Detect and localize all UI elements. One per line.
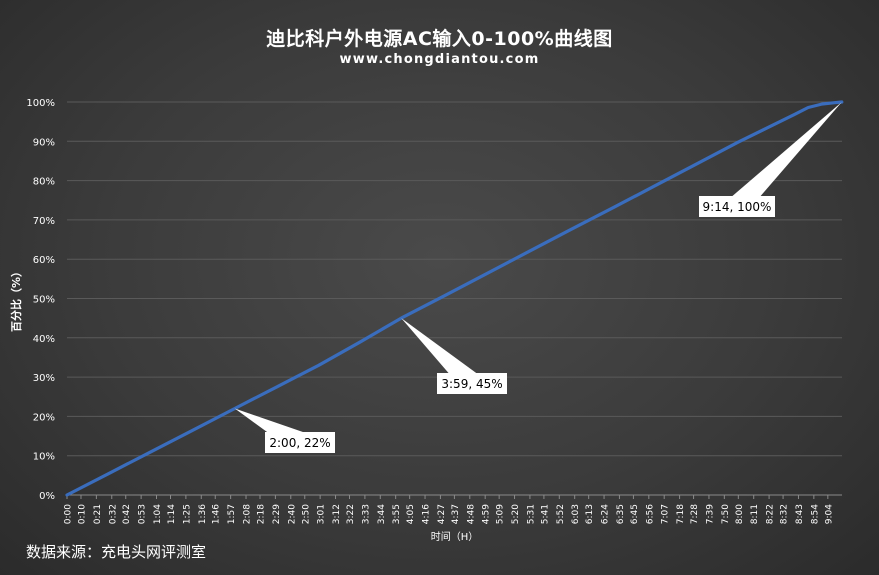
data-point: [695, 162, 698, 166]
annotation-box: [437, 373, 507, 394]
annotation-label: 9:14, 100%: [703, 200, 772, 214]
data-point: [233, 407, 237, 410]
x-tick-label: 6:24: [601, 504, 611, 524]
y-tick-label: 90%: [33, 137, 55, 148]
x-tick-label: 4:59: [482, 504, 492, 524]
x-tick-label: 8:54: [810, 504, 820, 524]
x-tick-label: 0:32: [108, 504, 118, 524]
x-tick-label: 3:22: [346, 504, 356, 524]
x-tick-label: 0:00: [64, 504, 74, 524]
x-tick-label: 4:37: [451, 504, 461, 524]
x-tick-label: 1:14: [167, 504, 177, 524]
data-point: [765, 127, 768, 130]
y-tick-label: 70%: [33, 216, 55, 227]
data-source: 数据来源：充电头网评测室: [26, 543, 207, 561]
x-tick-label: 2:50: [301, 504, 311, 524]
x-tick-label: 6:03: [571, 504, 581, 524]
data-point: [807, 106, 810, 109]
annotation-label: 3:59, 45%: [441, 377, 502, 391]
x-tick-label: 7:50: [721, 504, 731, 524]
data-point: [832, 101, 835, 104]
chart-title: 迪比科户外电源AC输入0-100%曲线图: [266, 28, 613, 50]
y-tick-label: 10%: [33, 452, 55, 463]
x-tick-label: 1:25: [182, 504, 192, 524]
x-tick-label: 1:36: [198, 504, 208, 524]
data-point: [107, 472, 111, 475]
x-tick-label: 6:45: [630, 504, 640, 524]
data-point: [359, 340, 362, 343]
x-tick-label: 2:40: [287, 504, 297, 524]
x-tick-label: 4:48: [466, 504, 476, 524]
x-tick-label: 8:43: [795, 504, 805, 524]
data-point: [65, 493, 69, 497]
y-axis-title: 百分比（%）: [9, 266, 23, 332]
chart-subtitle: www.chongdiantou.com: [339, 52, 540, 67]
x-tick-label: 5:52: [556, 504, 566, 524]
y-tick-label: 40%: [33, 334, 55, 345]
x-tick-label: 3:33: [361, 504, 371, 524]
x-tick-label: 1:04: [153, 504, 163, 524]
x-tick-label: 6:13: [585, 504, 595, 524]
y-tick-label: 100%: [26, 98, 55, 109]
x-tick-label: 7:07: [661, 504, 671, 524]
x-tick-label: 5:41: [540, 504, 550, 524]
data-point: [611, 206, 614, 210]
x-tick-label: 0:10: [77, 504, 87, 524]
data-point: [793, 113, 796, 116]
x-tick-label: 0:42: [122, 504, 132, 524]
data-point: [485, 272, 488, 275]
x-tick-label: 2:08: [243, 504, 253, 524]
x-tick-label: 1:57: [227, 504, 237, 524]
x-tick-label: 4:05: [406, 504, 416, 524]
data-point: [149, 450, 153, 453]
x-tick-label: 4:27: [437, 504, 447, 524]
x-tick-label: 3:44: [377, 504, 387, 524]
y-tick-label: 20%: [33, 412, 55, 423]
annotation-box: [699, 196, 775, 217]
data-point: [653, 184, 656, 188]
x-tick-label: 5:31: [526, 504, 536, 524]
x-tick-label: 6:35: [616, 504, 626, 524]
data-point: [737, 140, 740, 144]
y-tick-label: 80%: [33, 177, 55, 188]
x-tick-label: 7:18: [676, 504, 686, 524]
x-tick-label: 8:11: [750, 504, 760, 524]
x-tick-label: 8:32: [780, 504, 790, 524]
x-tick-label: 0:53: [138, 504, 148, 524]
annotation-pointer: [729, 102, 842, 215]
x-axis-title: 时间（H）: [431, 530, 479, 543]
x-tick-label: 4:16: [422, 504, 432, 524]
data-point: [275, 385, 278, 389]
x-tick-label: 3:55: [392, 504, 402, 524]
x-tick-label: 1:46: [212, 504, 222, 524]
y-tick-label: 0%: [39, 491, 55, 502]
x-tick-label: 7:39: [705, 504, 715, 524]
x-tick-label: 8:22: [766, 504, 776, 524]
x-tick-label: 5:09: [496, 504, 506, 524]
data-point: [443, 294, 446, 297]
annotation-label: 2:00, 22%: [269, 436, 330, 450]
annotation-box: [265, 432, 335, 453]
x-tick-label: 6:56: [645, 504, 655, 524]
x-tick-label: 2:29: [272, 504, 282, 524]
data-point: [317, 364, 320, 367]
data-point: [191, 428, 195, 432]
x-tick-label: 9:04: [824, 504, 834, 524]
y-tick-label: 30%: [33, 373, 55, 384]
x-tick-label: 3:01: [317, 504, 327, 524]
data-point: [569, 228, 572, 231]
x-tick-label: 2:18: [257, 504, 267, 524]
x-tick-label: 8:00: [735, 504, 745, 524]
x-tick-label: 5:20: [511, 504, 521, 524]
x-tick-label: 3:12: [332, 504, 342, 524]
data-point: [821, 102, 824, 106]
x-tick-label: 0:21: [93, 504, 103, 524]
data-point: [527, 250, 530, 253]
x-tick-label: 7:28: [690, 504, 700, 524]
y-tick-label: 50%: [33, 295, 55, 306]
y-tick-label: 60%: [33, 255, 55, 266]
